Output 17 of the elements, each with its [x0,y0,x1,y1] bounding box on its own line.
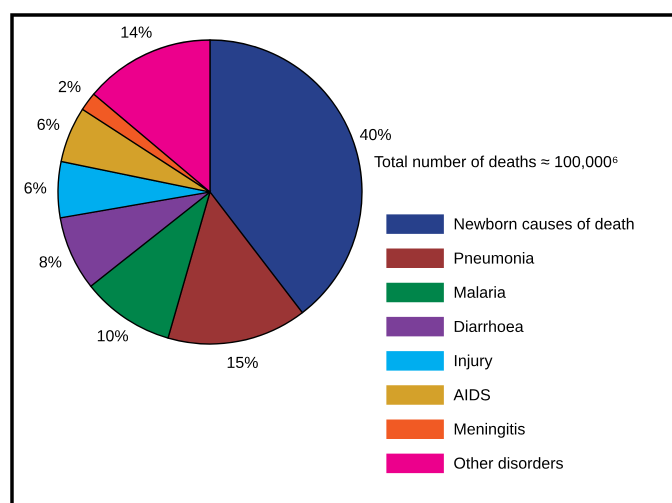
legend-label: Other disorders [454,457,563,469]
data-label: 6% [38,118,60,130]
legend-label: Pneumonia [454,252,534,264]
text: Total number of deaths ≈ 100,000⁶ [374,156,618,170]
legend-label: Diarrhoea [454,320,524,332]
data-label: 40% [360,128,391,140]
data-label: 10% [98,330,128,342]
data-label: 15% [228,356,258,368]
data-label: 14% [122,26,152,38]
legend-label: Meningitis [454,422,525,438]
data-label: 2% [58,80,81,92]
legend-label: Injury [454,354,492,370]
legend-label: AIDS [453,389,490,400]
legend-label: Malaria [454,286,506,298]
data-label: 8% [40,256,62,268]
data-label: 6% [24,182,46,194]
legend-label: Newborn causes of death [454,218,634,230]
